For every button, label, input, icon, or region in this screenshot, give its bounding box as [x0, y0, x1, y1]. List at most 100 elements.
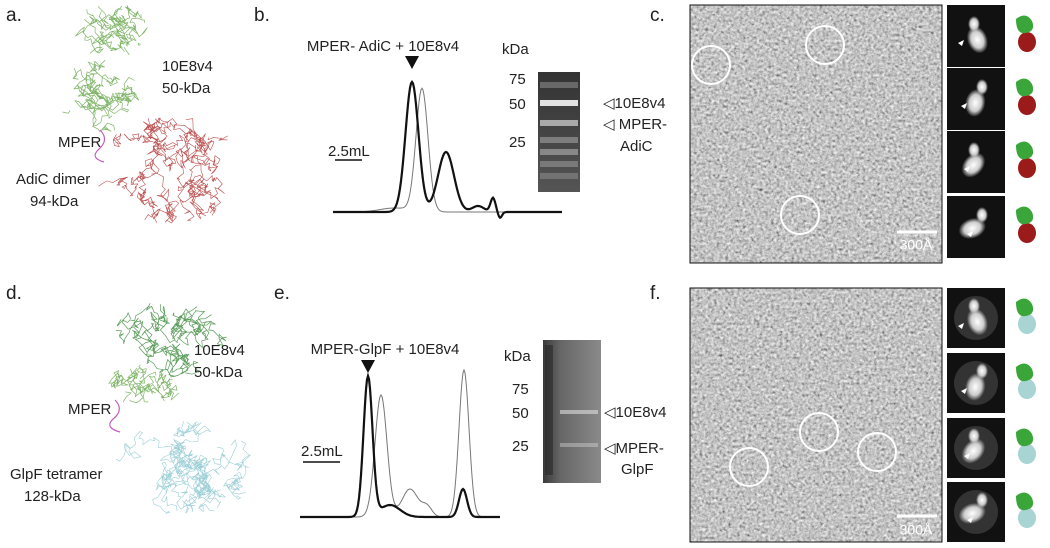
class-density	[966, 26, 988, 54]
particle-circle	[805, 25, 845, 65]
chromatogram-trace	[333, 80, 562, 220]
panel-label: e.	[274, 283, 290, 304]
cartoon-antibody	[1016, 78, 1034, 97]
panel-label: b.	[254, 5, 270, 26]
cartoon-target	[1018, 95, 1036, 115]
protein-structure	[108, 364, 180, 404]
gel-marker: 75	[512, 381, 529, 398]
gel-band	[540, 149, 578, 155]
class-density	[965, 373, 986, 401]
cartoon-target	[1018, 158, 1036, 178]
micrograph-frame	[689, 287, 943, 543]
gel-band	[540, 137, 578, 143]
scale-label: 300Å	[900, 237, 933, 253]
antibody-label: 10E8v4	[162, 58, 213, 75]
cartoon-target	[1018, 379, 1036, 399]
cartoon-antibody	[1016, 206, 1034, 225]
cartoon-antibody	[1016, 298, 1034, 317]
mass-label: 128-kDa	[24, 488, 81, 505]
panel-label: d.	[6, 283, 22, 304]
gel-band	[540, 100, 578, 106]
class-density	[958, 502, 986, 524]
gel-band	[560, 410, 598, 414]
gel-band	[540, 173, 578, 179]
particle-circle	[780, 195, 820, 235]
cartoon-target	[1018, 223, 1036, 243]
scale-label: 300Å	[900, 522, 933, 538]
protein-structure	[75, 5, 148, 55]
gel-unit: kDa	[504, 348, 531, 365]
peak-marker	[405, 56, 419, 69]
cartoon-antibody	[1016, 363, 1034, 382]
cartoon-antibody	[1016, 428, 1034, 447]
gel-unit: kDa	[502, 41, 529, 58]
target-label: GlpF tetramer	[10, 466, 103, 483]
class-density	[976, 492, 988, 508]
protein-structure	[62, 59, 140, 133]
panel-label: f.	[650, 283, 661, 304]
class-density	[976, 207, 988, 223]
particle-circle	[799, 412, 839, 452]
class-density	[966, 308, 988, 336]
protein-structure	[98, 117, 228, 224]
cartoon-antibody	[1016, 492, 1034, 511]
gel-marker: 25	[512, 438, 529, 455]
gel-band	[560, 443, 598, 447]
target-label: AdiC dimer	[16, 171, 90, 188]
pointer	[964, 166, 970, 172]
class-density	[968, 142, 980, 158]
band-label: ◁10E8v4	[603, 95, 665, 112]
pointer	[958, 40, 964, 46]
peak-marker	[361, 360, 375, 373]
linker-label: MPER	[58, 134, 102, 151]
sample-label: MPER- AdiC + 10E8v4	[307, 38, 459, 55]
panel-label: a.	[6, 5, 22, 26]
protein-structure	[115, 303, 227, 378]
structures	[62, 5, 251, 515]
mass-label: 94-kDa	[30, 193, 79, 210]
class-density	[968, 16, 980, 32]
band-label: ◁MPER-	[604, 440, 664, 457]
gel	[538, 72, 580, 192]
cartoon-target	[1018, 444, 1036, 464]
linker-label: MPER	[68, 401, 112, 418]
gel-marker: 50	[509, 96, 526, 113]
class-density	[958, 217, 986, 239]
cartoon-target	[1018, 314, 1036, 334]
chromatogram-trace	[300, 371, 500, 519]
pointer	[967, 231, 973, 237]
scale-label: 2.5mL	[328, 143, 370, 160]
gel-band	[540, 120, 578, 126]
gel-band	[540, 161, 578, 167]
pointer	[961, 388, 967, 394]
protein-structure	[115, 421, 251, 515]
class-density	[976, 363, 988, 379]
particle-circle	[691, 45, 731, 85]
mass-label: 50-kDa	[162, 80, 211, 97]
cartoon-target	[1018, 32, 1036, 52]
cartoon-target	[1018, 508, 1036, 528]
pointer	[961, 103, 967, 109]
band-label: ◁10E8v4	[604, 404, 666, 421]
panel-label: c.	[650, 5, 665, 26]
cartoon-antibody	[1016, 15, 1034, 34]
mass-label: 50-kDa	[194, 364, 243, 381]
gel-band	[540, 82, 578, 88]
linker	[109, 399, 121, 433]
class-density	[968, 428, 980, 444]
linker	[94, 129, 106, 163]
micrograph-frame	[689, 4, 943, 264]
sample-label: MPER-GlpF + 10E8v4	[311, 341, 460, 358]
antibody-label: 10E8v4	[194, 342, 245, 359]
gel-marker: 75	[509, 71, 526, 88]
gel-ladder	[545, 345, 553, 475]
band-label: ◁ MPER-	[603, 116, 667, 133]
scale-label: 2.5mL	[301, 443, 343, 460]
pointer	[964, 453, 970, 459]
class-density	[968, 298, 980, 314]
particle-circle	[729, 447, 769, 487]
pointer	[958, 323, 964, 329]
class-density	[965, 89, 986, 117]
gel-marker: 25	[509, 134, 526, 151]
